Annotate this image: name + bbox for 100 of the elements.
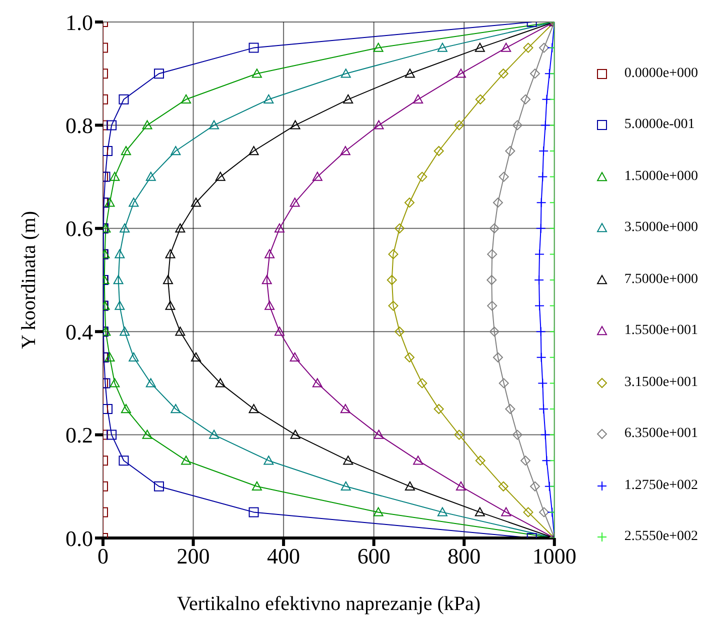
y-axis-title: Y koordinata (m)	[18, 210, 40, 350]
point	[520, 456, 530, 466]
point	[534, 275, 544, 285]
point	[215, 172, 226, 181]
point	[498, 68, 508, 79]
point	[492, 352, 503, 362]
point	[290, 120, 300, 130]
legend-label: 2.5550e+002	[624, 529, 698, 546]
point	[103, 404, 113, 414]
point	[487, 249, 498, 260]
legend-label: 0.0000e+000	[624, 66, 698, 82]
legend-label: 1.5000e+000	[624, 168, 698, 185]
x-tick-label: 400	[267, 544, 300, 569]
point	[248, 507, 259, 518]
point	[120, 326, 130, 336]
point	[274, 326, 284, 336]
point	[175, 326, 186, 336]
legend-label: 5.0000e-001	[624, 117, 695, 134]
point	[394, 326, 405, 337]
point	[413, 94, 424, 104]
point	[434, 146, 444, 156]
point	[498, 172, 509, 182]
y-tick-label: 0.0	[66, 526, 93, 551]
point	[456, 481, 466, 490]
point	[530, 68, 540, 79]
point	[118, 456, 129, 466]
point	[248, 42, 259, 53]
x-tick-label: 0	[98, 544, 108, 569]
point	[538, 172, 548, 182]
point	[163, 275, 173, 284]
point	[505, 146, 516, 156]
y-tick-label: 0.2	[66, 422, 93, 448]
point	[437, 507, 448, 516]
point	[501, 507, 512, 516]
point	[175, 223, 186, 232]
point	[165, 249, 176, 258]
point	[437, 42, 448, 52]
point	[113, 275, 124, 284]
point	[534, 300, 544, 311]
point	[373, 42, 384, 52]
x-tick-label: 1000	[532, 544, 576, 569]
legend-label: 3.1500e+001	[624, 374, 698, 391]
point	[492, 198, 503, 208]
point	[181, 456, 192, 465]
legend-label: 1.2750e+002	[624, 478, 698, 494]
point	[454, 430, 464, 440]
point	[404, 352, 414, 362]
point	[404, 68, 415, 78]
point	[248, 404, 259, 414]
point	[417, 172, 428, 182]
point	[539, 42, 550, 53]
point	[388, 249, 398, 260]
point	[190, 352, 201, 362]
point	[475, 456, 486, 466]
point	[290, 352, 300, 362]
point	[312, 172, 322, 181]
point	[106, 120, 117, 130]
legend-label: 6.3500e+001	[624, 426, 698, 442]
point	[110, 378, 120, 388]
point	[474, 42, 485, 52]
point	[456, 68, 466, 78]
point	[142, 430, 152, 439]
point	[120, 223, 130, 232]
x-tick-label: 600	[357, 544, 390, 569]
point	[248, 146, 259, 156]
point	[110, 172, 120, 181]
y-tick-label: 1.0	[66, 10, 93, 35]
point	[542, 94, 552, 104]
point	[486, 275, 497, 285]
point	[530, 481, 540, 492]
point	[489, 223, 500, 234]
point	[501, 42, 512, 52]
point	[103, 146, 113, 156]
point	[540, 430, 550, 440]
point	[146, 172, 156, 181]
point	[434, 404, 444, 414]
point	[538, 404, 549, 414]
point	[520, 94, 530, 104]
point	[404, 198, 414, 208]
point	[252, 481, 262, 490]
point	[121, 146, 132, 156]
point	[154, 481, 164, 492]
point	[343, 456, 354, 465]
y-tick-label: 0.4	[66, 319, 93, 344]
point	[142, 120, 152, 130]
point	[209, 120, 220, 130]
point	[154, 68, 164, 79]
y-tick-label: 0.8	[66, 113, 93, 138]
point	[181, 94, 192, 104]
point	[170, 146, 181, 156]
point	[165, 300, 176, 310]
point	[262, 275, 272, 284]
point	[542, 456, 552, 466]
point	[264, 94, 274, 104]
legend-label: 1.5500e+001	[624, 323, 698, 340]
point	[512, 120, 522, 130]
point	[512, 430, 522, 440]
point	[290, 198, 300, 207]
point	[215, 378, 226, 388]
point	[373, 507, 384, 516]
